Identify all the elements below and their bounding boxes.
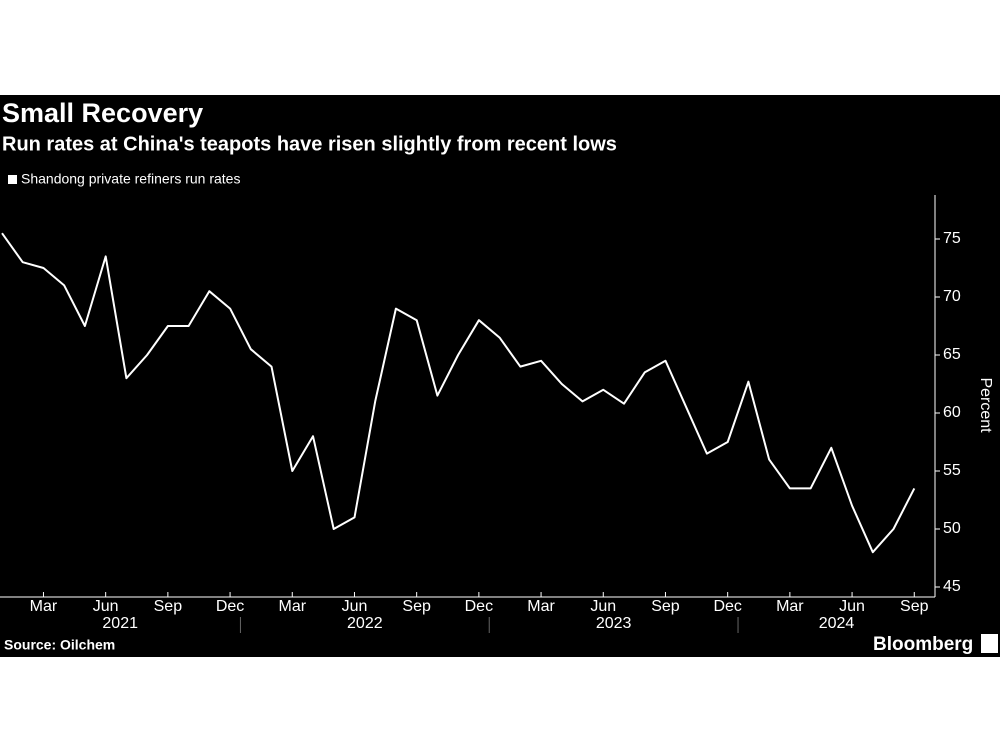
y-tick-label: 65	[943, 346, 961, 363]
x-tick-label: Sep	[651, 598, 680, 615]
year-label: 2024	[819, 615, 855, 632]
y-axis-label: Percent	[977, 377, 994, 433]
x-tick-label: Jun	[93, 598, 119, 615]
year-label: 2022	[347, 615, 383, 632]
year-label: 2023	[596, 615, 632, 632]
source: Source: Oilchem	[4, 637, 115, 653]
x-tick-label: Mar	[278, 598, 306, 615]
chart-subtitle: Run rates at China's teapots have risen …	[2, 133, 617, 155]
y-tick-label: 45	[943, 578, 961, 595]
y-tick-label: 60	[943, 404, 961, 421]
brand-icon	[981, 634, 998, 653]
x-tick-label: Jun	[839, 598, 865, 615]
y-tick-label: 70	[943, 288, 961, 305]
x-tick-label: Mar	[30, 598, 58, 615]
x-tick-label: Sep	[154, 598, 183, 615]
x-tick-label: Sep	[900, 598, 929, 615]
x-tick-label: Dec	[216, 598, 244, 615]
legend-label: Shandong private refiners run rates	[21, 171, 240, 187]
y-tick-label: 75	[943, 230, 961, 247]
x-tick-label: Sep	[402, 598, 431, 615]
year-label: 2021	[102, 615, 138, 632]
brand: Bloomberg	[873, 634, 973, 655]
panel	[0, 95, 1000, 657]
x-tick-label: Jun	[590, 598, 616, 615]
y-tick-label: 55	[943, 462, 961, 479]
data-line	[1, 232, 916, 554]
x-tick-label: Dec	[713, 598, 741, 615]
x-tick-label: Dec	[465, 598, 493, 615]
x-tick-label: Jun	[342, 598, 368, 615]
y-tick-label: 50	[943, 520, 961, 537]
legend-swatch	[8, 175, 17, 184]
x-tick-label: Mar	[776, 598, 804, 615]
x-tick-label: Mar	[527, 598, 555, 615]
chart-title: Small Recovery	[2, 98, 203, 128]
